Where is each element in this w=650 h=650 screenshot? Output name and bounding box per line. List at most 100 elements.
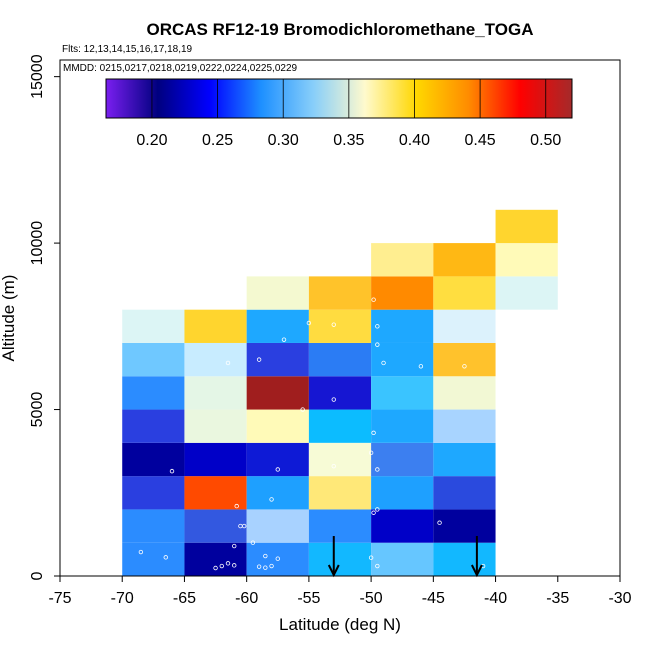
- sample-point: [275, 556, 280, 561]
- heatmap-cell: [246, 542, 309, 576]
- heatmap-cell: [371, 342, 434, 377]
- sample-point: [371, 297, 376, 302]
- sample-point: [225, 360, 231, 366]
- heatmap-cell: [308, 342, 372, 377]
- heatmap-cell: [433, 243, 496, 277]
- colorbar-tick-label: 0.30: [268, 132, 299, 149]
- heatmap-cell: [433, 309, 496, 343]
- heatmap-cell: [246, 342, 309, 377]
- chart-title: ORCAS RF12-19 Bromodichloromethane_TOGA: [147, 20, 534, 39]
- sample-point: [263, 553, 268, 559]
- down-arrow: [327, 536, 340, 578]
- sample-point: [163, 555, 168, 560]
- heatmap-cell: [246, 276, 309, 310]
- sample-point: [375, 324, 380, 329]
- colorbar: [105, 78, 573, 119]
- heatmap-cell: [184, 542, 247, 576]
- sample-point: [381, 360, 386, 366]
- x-tick-label: -55: [297, 590, 320, 607]
- sample-point: [275, 467, 280, 472]
- heatmap-cell: [246, 309, 309, 343]
- dates-note: MMDD: 0215,0217,0218,0219,0222,0224,0225…: [63, 63, 298, 74]
- x-tick-label: -40: [484, 590, 507, 607]
- heatmap-cell: [308, 309, 372, 343]
- heatmap-cell: [184, 409, 247, 443]
- heatmap-cell: [371, 509, 434, 543]
- heatmap-cell: [371, 309, 434, 343]
- heatmap-cell: [433, 476, 496, 510]
- heatmap-cell: [371, 542, 434, 576]
- heatmap-cell: [433, 376, 496, 410]
- y-tick-label: 10000: [29, 221, 46, 266]
- x-tick-label: -30: [608, 590, 631, 607]
- sample-point: [331, 322, 336, 327]
- heatmap-cell: [371, 376, 434, 410]
- heatmap-cell: [184, 309, 247, 343]
- heatmap-cell: [308, 442, 372, 477]
- sample-point: [375, 507, 380, 512]
- sample-point: [269, 563, 274, 569]
- heatmap-cell: [122, 342, 185, 377]
- arrow-head: [470, 564, 483, 578]
- sample-point: [375, 563, 380, 569]
- colorbar-tick-label: 0.25: [202, 132, 233, 149]
- heatmap-cell: [184, 376, 247, 410]
- heatmap-cell: [371, 476, 434, 510]
- sample-points: [138, 230, 567, 571]
- sample-point: [306, 320, 312, 326]
- colorbar-tick-label: 0.50: [530, 132, 561, 149]
- heatmap-cell: [122, 309, 185, 343]
- heatmap-cell: [122, 476, 185, 510]
- sample-point: [368, 450, 374, 456]
- sample-point: [234, 503, 239, 509]
- heatmap-cell: [495, 276, 558, 310]
- arrow-head: [327, 564, 340, 578]
- sample-point: [219, 563, 224, 569]
- heatmap-cell: [433, 542, 496, 576]
- x-axis: -75 -70 -65 -60 -55 -50 -45 -40 -35 -30: [48, 576, 632, 607]
- x-tick-label: -50: [360, 590, 383, 607]
- y-tick-label: 15000: [29, 54, 46, 99]
- location-arrows: [327, 536, 483, 578]
- sample-point: [213, 565, 218, 571]
- colorbar-ticks: 0.20 0.25 0.30 0.35 0.40 0.45 0.50: [136, 79, 561, 149]
- sample-point: [225, 561, 231, 566]
- y-axis-label: Altitude (m): [0, 275, 18, 362]
- heatmap-cell: [184, 476, 247, 510]
- heatmap-cell: [308, 476, 372, 510]
- heatmap-cell: [246, 409, 309, 443]
- heatmap-cell: [246, 376, 309, 410]
- sample-point: [561, 294, 567, 299]
- sample-point: [418, 364, 424, 369]
- sample-point: [281, 337, 287, 342]
- sample-point: [375, 467, 380, 472]
- heatmap-cell: [433, 409, 496, 443]
- y-axis: 0 5000 10000 15000: [29, 54, 60, 580]
- heatmap-cell: [308, 276, 372, 310]
- plot-frame: [59, 59, 621, 577]
- sample-point: [331, 397, 336, 402]
- sample-point: [371, 430, 376, 436]
- heatmap-cell: [433, 342, 496, 377]
- sample-point: [256, 564, 262, 569]
- sample-point: [263, 565, 268, 570]
- x-axis-label: Latitude (deg N): [279, 615, 401, 634]
- sample-point: [241, 523, 247, 529]
- x-tick-label: -70: [111, 590, 134, 607]
- sample-point: [368, 555, 374, 560]
- colorbar-tick-label: 0.35: [333, 132, 364, 149]
- x-tick-label: -60: [235, 590, 258, 607]
- heatmap-cell: [122, 509, 185, 543]
- heatmap-cell: [122, 442, 185, 477]
- sample-point: [371, 510, 376, 515]
- heatmap-cell: [184, 509, 247, 543]
- heatmap-cell: [122, 542, 185, 576]
- heatmap-cell: [495, 243, 558, 277]
- heatmap-cell: [308, 509, 372, 543]
- heatmap-cell: [371, 243, 434, 277]
- sample-point: [232, 543, 237, 549]
- heatmap-cell: [371, 276, 434, 310]
- sample-point: [169, 468, 175, 474]
- y-tick-label: 0: [29, 571, 46, 580]
